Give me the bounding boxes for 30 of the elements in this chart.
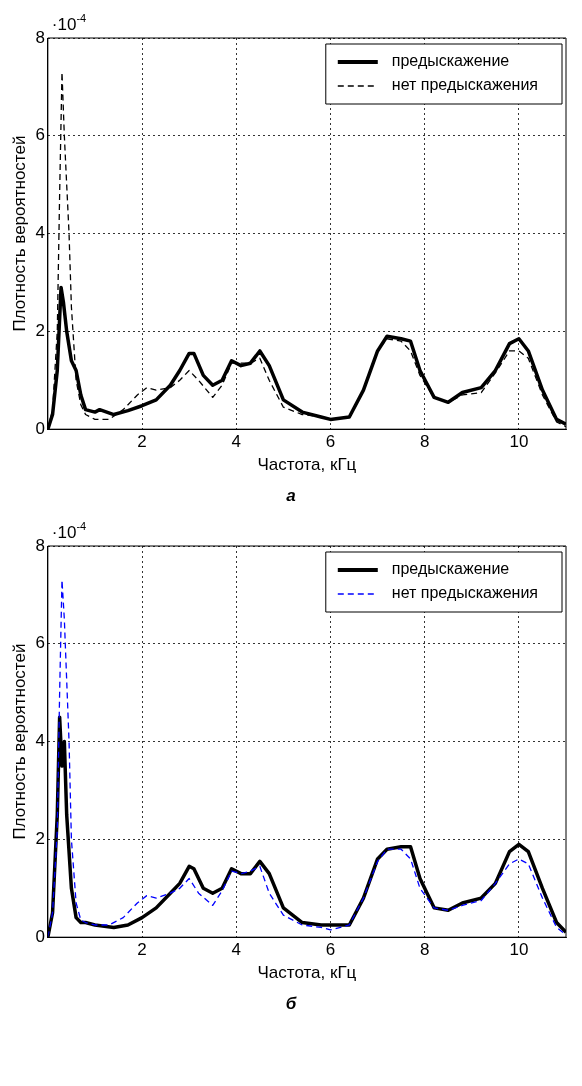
legend-label: предыскажение — [391, 52, 510, 70]
y-tick-label: 8 — [35, 27, 45, 47]
y-tick-label: 8 — [35, 535, 45, 555]
legend-label: нет предыскажения — [391, 76, 539, 94]
legend-label: нет предыскажения — [391, 584, 539, 602]
y-axis-title: Плотность вероятностей — [9, 643, 29, 840]
y-axis-title: Плотность вероятностей — [9, 135, 29, 332]
text: б — [284, 993, 298, 1015]
y-tick-label: 0 — [35, 926, 45, 946]
y-tick-label: 2 — [35, 829, 45, 849]
text: а — [285, 485, 297, 507]
y-tick-label: 4 — [35, 223, 45, 243]
x-tick-label: 8 — [419, 432, 430, 452]
x-tick-label: 4 — [231, 432, 242, 452]
legend-label: предыскажение — [391, 560, 510, 578]
y-tick-label: 4 — [35, 731, 45, 751]
x-axis-title: Частота, кГц — [257, 455, 357, 475]
x-tick-label: 2 — [137, 940, 147, 960]
y-tick-label: 0 — [35, 418, 45, 438]
y-tick-label: 6 — [35, 633, 45, 653]
x-tick-label: 10 — [509, 432, 529, 452]
x-tick-label: 10 — [509, 940, 529, 960]
x-tick-label: 2 — [137, 432, 147, 452]
x-tick-label: 6 — [325, 432, 336, 452]
x-tick-label: 4 — [231, 940, 242, 960]
y-tick-label: 2 — [35, 321, 45, 341]
y-tick-label: 6 — [35, 125, 45, 145]
x-axis-title: Частота, кГц — [257, 963, 357, 983]
x-tick-label: 6 — [325, 940, 336, 960]
x-tick-label: 8 — [419, 940, 430, 960]
